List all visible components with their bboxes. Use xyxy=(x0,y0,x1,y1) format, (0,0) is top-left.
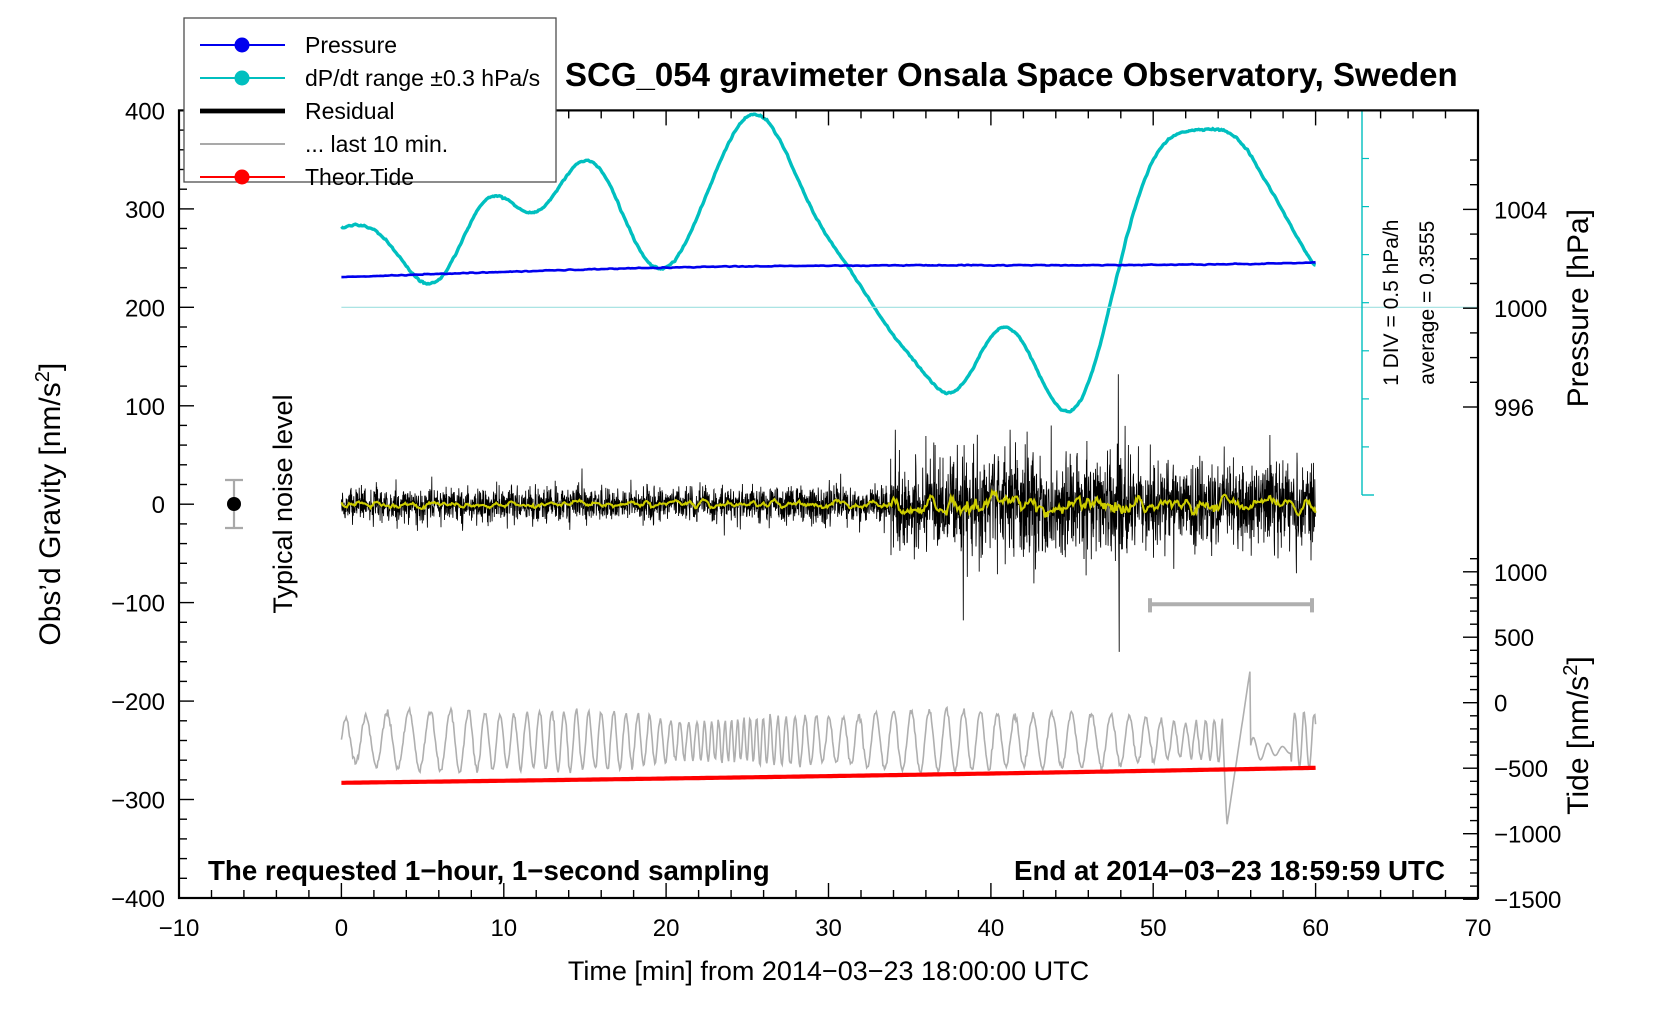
svg-text:Residual: Residual xyxy=(305,98,395,124)
svg-text:1004: 1004 xyxy=(1494,197,1547,224)
svg-text:−1500: −1500 xyxy=(1494,887,1561,914)
svg-text:Pressure: Pressure xyxy=(305,32,397,58)
svg-text:1 DIV = 0.5 hPa/h: 1 DIV = 0.5 hPa/h xyxy=(1380,220,1403,386)
svg-text:−400: −400 xyxy=(111,886,165,913)
svg-text:0: 0 xyxy=(152,492,165,519)
svg-text:100: 100 xyxy=(125,394,165,421)
svg-text:996: 996 xyxy=(1494,395,1534,422)
svg-text:average = 0.3555: average = 0.3555 xyxy=(1416,221,1439,385)
svg-text:20: 20 xyxy=(653,915,680,942)
svg-text:−200: −200 xyxy=(111,689,165,716)
svg-text:End at 2014−03−23 18:59:59 UTC: End at 2014−03−23 18:59:59 UTC xyxy=(1014,855,1445,886)
svg-text:40: 40 xyxy=(978,915,1005,942)
svg-text:50: 50 xyxy=(1140,915,1167,942)
svg-text:Typical noise level: Typical noise level xyxy=(268,394,298,613)
svg-text:60: 60 xyxy=(1302,915,1329,942)
svg-text:1000: 1000 xyxy=(1494,296,1547,323)
svg-text:The requested 1−hour, 1−second: The requested 1−hour, 1−second sampling xyxy=(208,855,770,886)
svg-text:−10: −10 xyxy=(159,915,200,942)
svg-text:0: 0 xyxy=(335,915,348,942)
svg-text:−500: −500 xyxy=(1494,756,1548,783)
svg-text:−1000: −1000 xyxy=(1494,822,1561,849)
svg-text:0: 0 xyxy=(1494,691,1507,718)
svg-text:300: 300 xyxy=(125,197,165,224)
svg-text:Tide [nm/s2]: Tide [nm/s2] xyxy=(1560,656,1595,814)
svg-text:30: 30 xyxy=(815,915,842,942)
svg-text:Theor.Tide: Theor.Tide xyxy=(305,164,414,190)
svg-text:Obs’d Gravity [nm/s2]: Obs’d Gravity [nm/s2] xyxy=(32,363,67,646)
svg-text:−100: −100 xyxy=(111,591,165,618)
svg-text:Time [min] from 2014−03−23 18:: Time [min] from 2014−03−23 18:00:00 UTC xyxy=(568,956,1089,986)
svg-text:Pressure [hPa]: Pressure [hPa] xyxy=(1562,209,1595,407)
svg-text:400: 400 xyxy=(125,98,165,125)
svg-text:1000: 1000 xyxy=(1494,560,1547,587)
svg-text:−300: −300 xyxy=(111,788,165,815)
svg-text:70: 70 xyxy=(1465,915,1492,942)
svg-text:200: 200 xyxy=(125,295,165,322)
svg-text:10: 10 xyxy=(490,915,517,942)
svg-text:... last 10 min.: ... last 10 min. xyxy=(305,131,448,157)
svg-text:500: 500 xyxy=(1494,625,1534,652)
svg-text:dP/dt range ±0.3 hPa/s: dP/dt range ±0.3 hPa/s xyxy=(305,65,540,91)
svg-text:SCG_054 gravimeter Onsala Spac: SCG_054 gravimeter Onsala Space Observat… xyxy=(565,56,1458,93)
